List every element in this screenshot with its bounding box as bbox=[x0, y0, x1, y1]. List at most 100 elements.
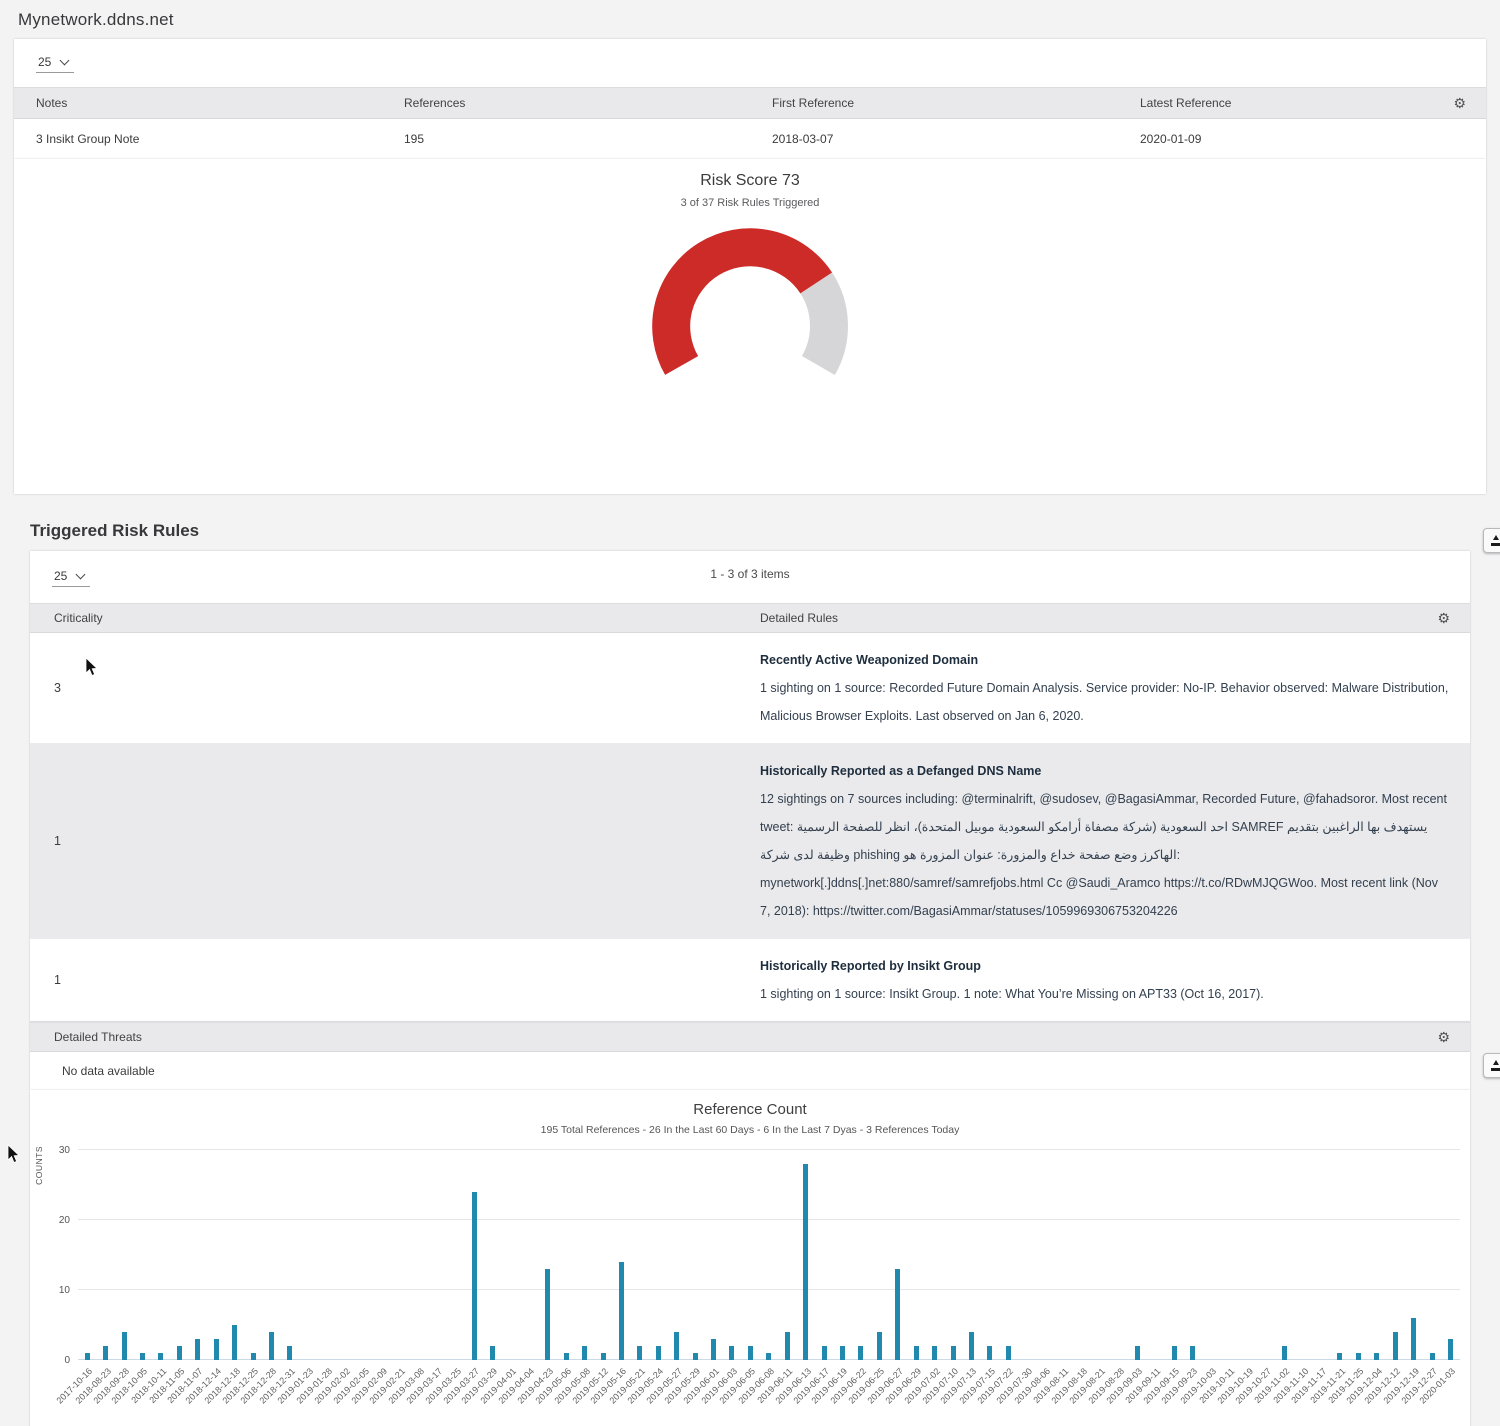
bar[interactable] bbox=[601, 1353, 606, 1360]
bar[interactable] bbox=[85, 1353, 90, 1360]
bar[interactable] bbox=[269, 1332, 274, 1360]
bar[interactable] bbox=[140, 1353, 145, 1360]
bar-slot: 2018-12-18 bbox=[225, 1150, 243, 1360]
bar[interactable] bbox=[472, 1192, 477, 1360]
bar-slot: 2017-10-16 bbox=[78, 1150, 96, 1360]
bar-slot: 2019-04-01 bbox=[502, 1150, 520, 1360]
bar-slot: 2019-07-13 bbox=[962, 1150, 980, 1360]
bar[interactable] bbox=[1411, 1318, 1416, 1360]
gear-icon[interactable]: ⚙ bbox=[1437, 1030, 1450, 1044]
gear-icon[interactable]: ⚙ bbox=[1453, 96, 1466, 110]
rule-name: Historically Reported as a Defanged DNS … bbox=[760, 757, 1450, 785]
bar-slot: 2018-10-11 bbox=[152, 1150, 170, 1360]
bar-slot: 2019-05-29 bbox=[686, 1150, 704, 1360]
bar-slot: 2018-12-31 bbox=[281, 1150, 299, 1360]
bar[interactable] bbox=[103, 1346, 108, 1360]
rule-name: Recently Active Weaponized Domain bbox=[760, 646, 1450, 674]
bar-slot: 2019-06-01 bbox=[704, 1150, 722, 1360]
bar[interactable] bbox=[674, 1332, 679, 1360]
bar-slot: 2019-08-11 bbox=[1054, 1150, 1072, 1360]
bar-slot: 2018-10-05 bbox=[133, 1150, 151, 1360]
bar[interactable] bbox=[564, 1353, 569, 1360]
bar[interactable] bbox=[656, 1346, 661, 1360]
bar[interactable] bbox=[877, 1332, 882, 1360]
rule-details: Historically Reported as a Defanged DNS … bbox=[750, 744, 1470, 938]
bar[interactable] bbox=[1282, 1346, 1287, 1360]
bar-slot: 2019-05-24 bbox=[649, 1150, 667, 1360]
bar[interactable] bbox=[251, 1353, 256, 1360]
bar[interactable] bbox=[214, 1339, 219, 1360]
bar-slot: 2019-05-21 bbox=[631, 1150, 649, 1360]
bar[interactable] bbox=[748, 1346, 753, 1360]
rule-name: Historically Reported by Insikt Group bbox=[760, 952, 1450, 980]
gear-icon[interactable]: ⚙ bbox=[1437, 611, 1450, 625]
bar[interactable] bbox=[1374, 1353, 1379, 1360]
summary-page-size-select[interactable]: 25 bbox=[36, 53, 74, 73]
risk-rules-col-criticality: Criticality bbox=[30, 611, 750, 625]
bar-slot: 2019-07-15 bbox=[981, 1150, 999, 1360]
bar-slot: 2019-06-19 bbox=[833, 1150, 851, 1360]
export-icon bbox=[1491, 1060, 1500, 1071]
bar[interactable] bbox=[969, 1332, 974, 1360]
bar-slot: 2018-11-07 bbox=[189, 1150, 207, 1360]
bar-slot: 2019-07-10 bbox=[944, 1150, 962, 1360]
bar[interactable] bbox=[932, 1346, 937, 1360]
no-data-message: No data available bbox=[30, 1052, 1470, 1090]
bar[interactable] bbox=[766, 1353, 771, 1360]
bar[interactable] bbox=[545, 1269, 550, 1360]
bar-slot: 2019-06-27 bbox=[889, 1150, 907, 1360]
bar[interactable] bbox=[693, 1353, 698, 1360]
bar[interactable] bbox=[951, 1346, 956, 1360]
bar-slot: 2019-10-03 bbox=[1202, 1150, 1220, 1360]
summary-col-first-reference: First Reference bbox=[750, 96, 1118, 110]
bar[interactable] bbox=[195, 1339, 200, 1360]
bar[interactable] bbox=[895, 1269, 900, 1360]
bar[interactable] bbox=[1393, 1332, 1398, 1360]
bar-slot: 2018-12-14 bbox=[207, 1150, 225, 1360]
bar[interactable] bbox=[840, 1346, 845, 1360]
export-icon bbox=[1491, 535, 1500, 546]
bar[interactable] bbox=[1190, 1346, 1195, 1360]
bar[interactable] bbox=[987, 1346, 992, 1360]
bar[interactable] bbox=[1356, 1353, 1361, 1360]
bar-slot: 2019-10-11 bbox=[1220, 1150, 1238, 1360]
bar[interactable] bbox=[729, 1346, 734, 1360]
bar[interactable] bbox=[619, 1262, 624, 1360]
bar[interactable] bbox=[232, 1325, 237, 1360]
rule-evidence: 1 sighting on 1 source: Recorded Future … bbox=[760, 674, 1450, 730]
risk-rules-pagination: 1 - 3 of 3 items bbox=[30, 567, 1470, 581]
risk-rules-table-header: Criticality Detailed Rules ⚙ bbox=[30, 603, 1470, 633]
bar[interactable] bbox=[490, 1346, 495, 1360]
bar-slot: 2019-07-22 bbox=[999, 1150, 1017, 1360]
bar[interactable] bbox=[582, 1346, 587, 1360]
bar-slot: 2019-09-03 bbox=[1128, 1150, 1146, 1360]
bar[interactable] bbox=[177, 1346, 182, 1360]
bar[interactable] bbox=[158, 1353, 163, 1360]
bar-slot: 2019-03-27 bbox=[465, 1150, 483, 1360]
export-button[interactable] bbox=[1483, 1053, 1500, 1078]
bar[interactable] bbox=[1430, 1353, 1435, 1360]
bar[interactable] bbox=[711, 1339, 716, 1360]
bar[interactable] bbox=[803, 1164, 808, 1360]
bar[interactable] bbox=[858, 1346, 863, 1360]
bar-slot: 2018-12-25 bbox=[244, 1150, 262, 1360]
bar[interactable] bbox=[287, 1346, 292, 1360]
bar[interactable] bbox=[785, 1332, 790, 1360]
chart-plot-area: COUNTS 30 20 10 0 2017-10-162018-08-2320… bbox=[78, 1150, 1460, 1360]
risk-rules-body: 3 Recently Active Weaponized Domain 1 si… bbox=[30, 633, 1470, 1022]
bar[interactable] bbox=[1337, 1353, 1342, 1360]
bar-slot: 2019-04-04 bbox=[520, 1150, 538, 1360]
bar[interactable] bbox=[914, 1346, 919, 1360]
bar[interactable] bbox=[1006, 1346, 1011, 1360]
bar[interactable] bbox=[1135, 1346, 1140, 1360]
bar[interactable] bbox=[1172, 1346, 1177, 1360]
bar[interactable] bbox=[122, 1332, 127, 1360]
bar-slot: 2018-11-05 bbox=[170, 1150, 188, 1360]
reference-count-card: Reference Count 195 Total References - 2… bbox=[30, 1090, 1470, 1426]
bar[interactable] bbox=[637, 1346, 642, 1360]
rule-details: Historically Reported by Insikt Group 1 … bbox=[750, 939, 1470, 1021]
bar[interactable] bbox=[822, 1346, 827, 1360]
summary-page-size-value: 25 bbox=[38, 55, 51, 69]
export-button[interactable] bbox=[1483, 528, 1500, 553]
bar[interactable] bbox=[1448, 1339, 1453, 1360]
